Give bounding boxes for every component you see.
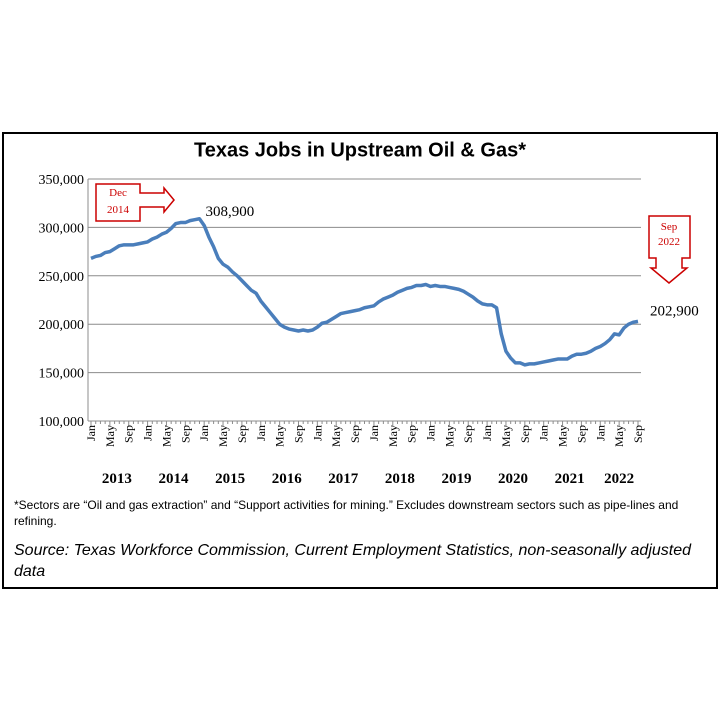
x-tick-label: Jan (480, 425, 494, 441)
data-label: 308,900 (205, 204, 254, 220)
footnote: *Sectors are “Oil and gas extraction” an… (14, 498, 679, 528)
year-label: 2014 (159, 471, 190, 487)
callout-text: Dec (109, 187, 127, 199)
y-tick-label: 200,000 (39, 318, 85, 333)
year-label: 2020 (498, 471, 528, 487)
x-tick-label: Sep (631, 425, 645, 443)
year-label: 2013 (102, 471, 132, 487)
year-label: 2019 (441, 471, 471, 487)
x-tick-label: Jan (593, 425, 607, 441)
year-label: 2022 (604, 471, 634, 487)
x-tick-label: Sep (291, 425, 305, 443)
y-tick-label: 250,000 (39, 270, 85, 285)
series-line (90, 217, 639, 367)
x-tick-label: Jan (537, 425, 551, 441)
callout-text: Sep (661, 221, 678, 233)
x-tick-label: Sep (574, 425, 588, 443)
x-tick-label: May (442, 425, 456, 447)
x-tick-label: Sep (235, 425, 249, 443)
x-tick-label: Sep (461, 425, 475, 443)
x-tick-label: May (612, 425, 626, 447)
year-label: 2016 (272, 471, 303, 487)
y-tick-label: 100,000 (39, 415, 85, 430)
y-tick-label: 300,000 (39, 221, 85, 236)
x-tick-label: May (273, 425, 287, 447)
year-label: 2015 (215, 471, 245, 487)
x-tick-label: Sep (518, 425, 532, 443)
data-label: 202,900 (650, 303, 699, 319)
x-tick-label: Jan (424, 425, 438, 441)
x-tick-label: Jan (254, 425, 268, 441)
year-label: 2021 (555, 471, 585, 487)
x-tick-label: May (329, 425, 343, 447)
callout-text: 2014 (107, 204, 130, 216)
x-tick-label: Sep (405, 425, 419, 443)
x-tick-label: Jan (141, 425, 155, 441)
callout-box (95, 183, 175, 222)
callout-box (648, 215, 691, 284)
x-tick-label: May (216, 425, 230, 447)
x-tick-label: Sep (178, 425, 192, 443)
x-tick-label: Sep (122, 425, 136, 443)
frame (2, 132, 718, 589)
x-tick-label: May (103, 425, 117, 447)
x-tick-label: Jan (197, 425, 211, 441)
year-label: 2018 (385, 471, 415, 487)
x-tick-label: May (556, 425, 570, 447)
y-tick-label: 150,000 (39, 367, 85, 382)
chart-title: Texas Jobs in Upstream Oil & Gas* (194, 139, 526, 161)
x-tick-label: May (499, 425, 513, 447)
x-tick-label: Jan (367, 425, 381, 441)
y-tick-label: 350,000 (39, 173, 85, 188)
x-tick-label: Jan (310, 425, 324, 441)
callout-text: 2022 (658, 236, 680, 248)
year-label: 2017 (328, 471, 359, 487)
x-tick-label: May (386, 425, 400, 447)
x-tick-label: May (159, 425, 173, 447)
source: Source: Texas Workforce Commission, Curr… (14, 542, 692, 580)
x-tick-label: Sep (348, 425, 362, 443)
x-tick-label: Jan (84, 425, 98, 441)
